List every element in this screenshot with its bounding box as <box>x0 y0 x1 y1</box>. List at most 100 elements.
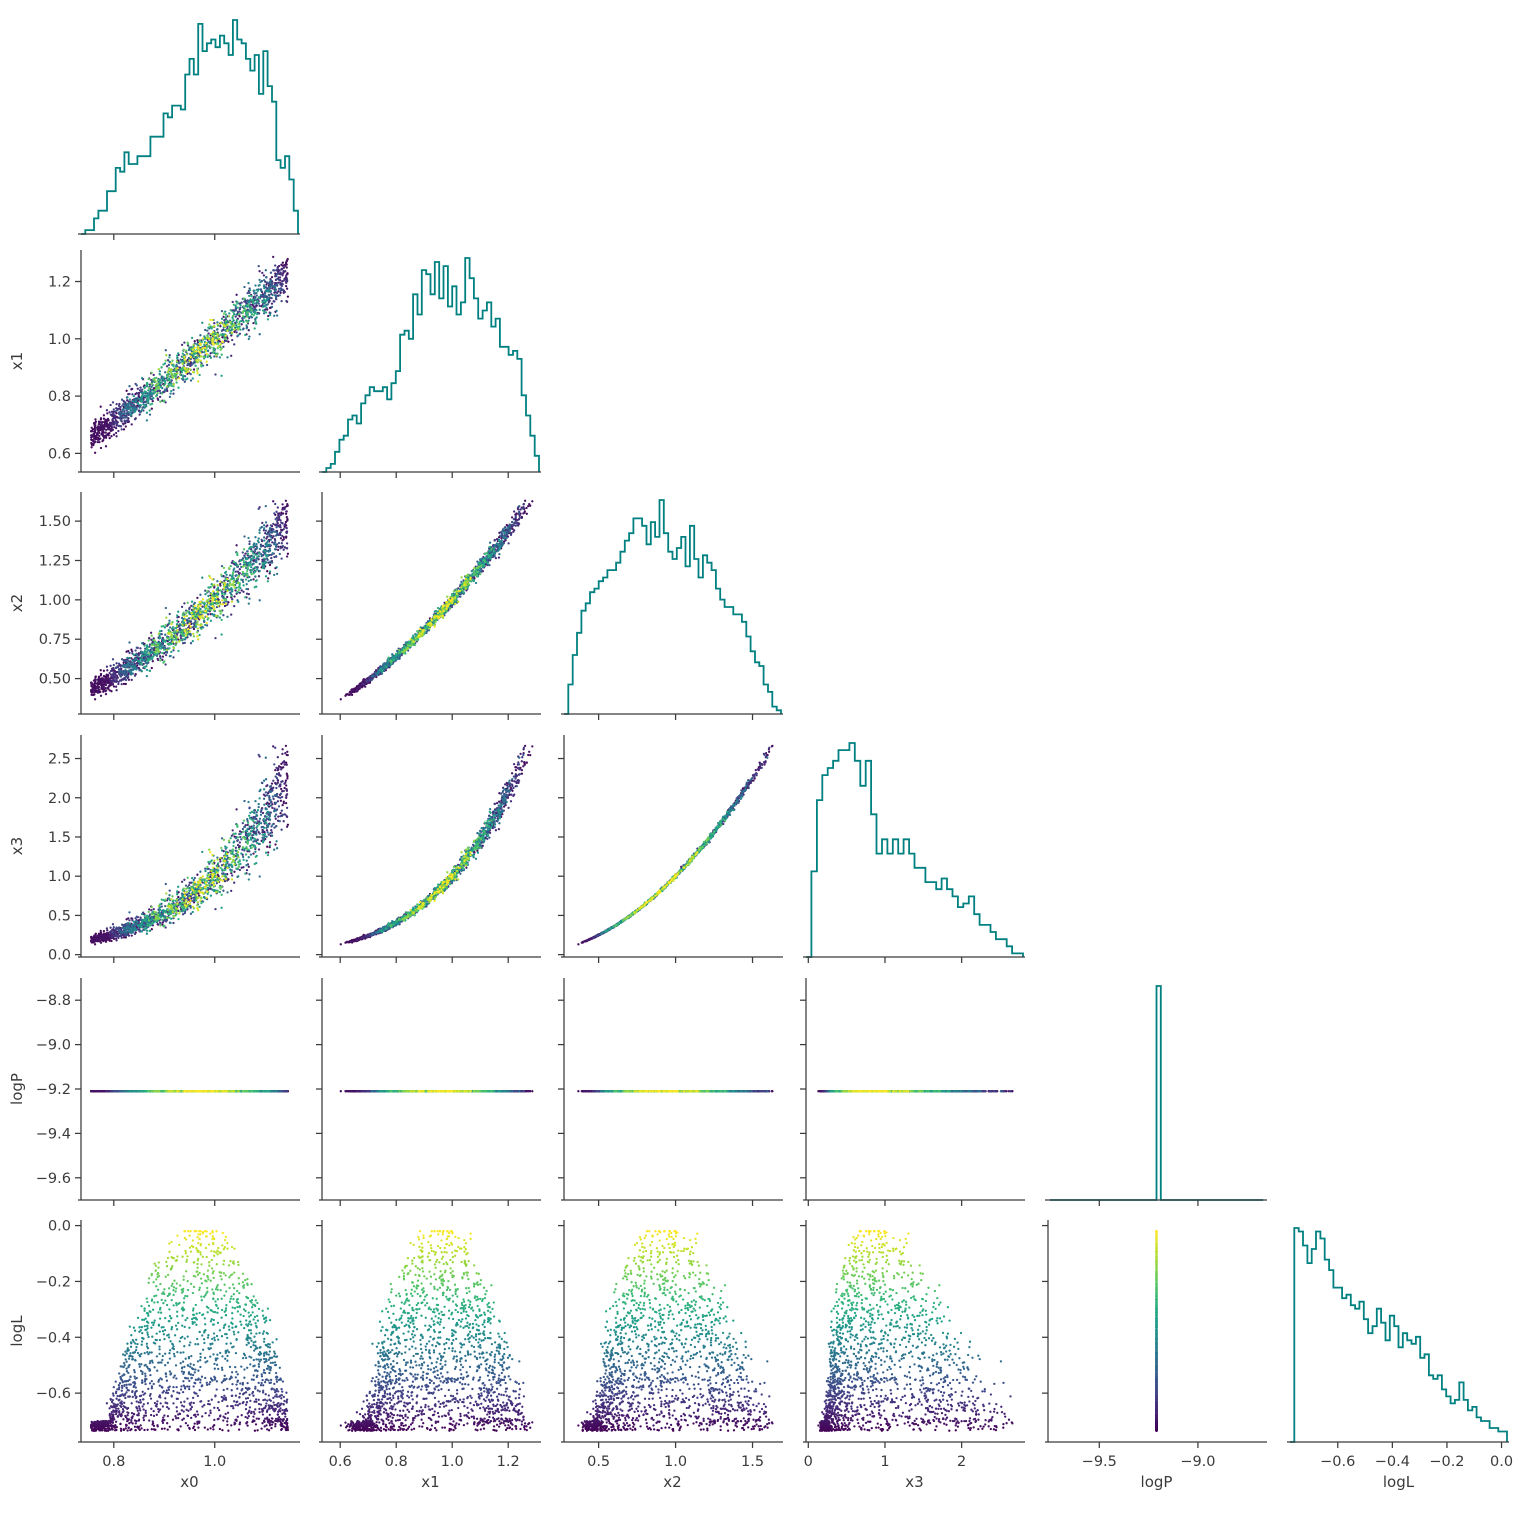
scatter-point <box>507 542 510 545</box>
scatter-point <box>261 566 265 570</box>
scatter-point <box>102 424 105 428</box>
scatter-point <box>124 682 127 686</box>
scatter-point <box>166 637 170 640</box>
scatter-point <box>162 363 165 366</box>
scatter-point <box>252 578 255 581</box>
scatter-point <box>204 623 207 627</box>
scatter-point <box>167 372 171 376</box>
scatter-point <box>266 570 269 573</box>
scatter-point <box>258 308 261 311</box>
scatter-point <box>176 357 179 360</box>
scatter-point <box>246 552 250 556</box>
scatter-point <box>236 306 239 309</box>
scatter-point <box>205 624 209 627</box>
scatter-point <box>174 643 177 647</box>
scatter-point <box>278 552 281 556</box>
scatter-point <box>168 612 171 616</box>
scatter-point <box>250 572 253 576</box>
scatter-point <box>133 418 137 421</box>
scatter-point <box>131 659 134 662</box>
scatter-point <box>275 291 279 295</box>
scatter-point <box>220 309 224 313</box>
scatter-point <box>493 539 496 542</box>
scatter-point <box>143 400 147 404</box>
scatter-point <box>201 576 204 579</box>
scatter-point <box>196 339 199 342</box>
scatter-point <box>232 560 235 564</box>
scatter-point <box>229 309 232 312</box>
scatter-point <box>92 433 95 436</box>
scatter-point <box>125 672 128 675</box>
scatter-point <box>266 318 270 321</box>
scatter-point <box>203 346 207 349</box>
scatter-point <box>510 516 514 519</box>
scatter-point <box>163 660 166 663</box>
scatter-point <box>199 334 202 337</box>
scatter-point <box>150 634 153 637</box>
scatter-point <box>97 429 101 433</box>
scatter-point <box>236 564 239 567</box>
scatter-point <box>150 402 154 405</box>
scatter-point <box>242 584 245 587</box>
scatter-point <box>285 555 289 558</box>
scatter-point <box>285 531 288 535</box>
scatter-point <box>268 280 272 283</box>
scatter-point <box>258 270 261 273</box>
scatter-point <box>226 577 229 581</box>
scatter-point <box>151 399 154 403</box>
scatter-point <box>93 440 96 443</box>
scatter-point <box>154 650 157 653</box>
scatter-point <box>105 409 109 412</box>
scatter-point <box>267 577 270 580</box>
scatter-point <box>512 510 516 513</box>
scatter-point <box>135 646 138 649</box>
scatter-point <box>114 666 117 669</box>
scatter-point <box>167 363 171 367</box>
scatter-point <box>127 678 131 681</box>
scatter-point <box>195 359 198 362</box>
scatter-point <box>265 306 268 309</box>
scatter-point <box>186 601 189 604</box>
scatter-point <box>286 295 290 298</box>
scatter-point <box>374 671 377 674</box>
scatter-point <box>125 413 128 416</box>
scatter-point <box>186 377 189 380</box>
scatter-point <box>133 674 137 677</box>
scatter-point <box>258 529 261 532</box>
scatter-point <box>117 662 121 665</box>
scatter-point <box>150 371 153 374</box>
scatter-point <box>94 679 97 683</box>
scatter-point <box>101 421 104 424</box>
scatter-point <box>224 334 227 337</box>
scatter-point <box>262 524 266 527</box>
scatter-point <box>506 526 509 530</box>
scatter-point <box>209 352 212 355</box>
scatter-point <box>250 550 253 553</box>
scatter-point <box>273 289 277 292</box>
scatter-point <box>244 552 247 555</box>
scatter-point <box>226 329 229 332</box>
scatter-point <box>188 619 191 623</box>
scatter-point <box>126 407 129 411</box>
scatter-point <box>132 394 136 398</box>
scatter-point <box>278 525 281 528</box>
scatter-point <box>260 538 263 541</box>
scatter-point <box>102 690 105 693</box>
scatter-point <box>207 337 211 341</box>
scatter-point <box>230 331 234 334</box>
scatter-point <box>131 403 134 406</box>
scatter-point <box>150 666 153 670</box>
scatter-point <box>156 644 160 647</box>
scatter-point <box>222 566 226 570</box>
scatter-point <box>269 311 272 315</box>
scatter-point <box>225 319 228 323</box>
scatter-point <box>143 644 146 647</box>
scatter-point <box>248 561 251 564</box>
scatter-point <box>164 640 167 643</box>
scatter-point <box>522 512 525 515</box>
scatter-point <box>178 640 181 643</box>
scatter-point <box>280 299 283 303</box>
scatter-point <box>247 281 250 285</box>
scatter-point <box>235 544 238 547</box>
scatter-point <box>163 645 166 649</box>
